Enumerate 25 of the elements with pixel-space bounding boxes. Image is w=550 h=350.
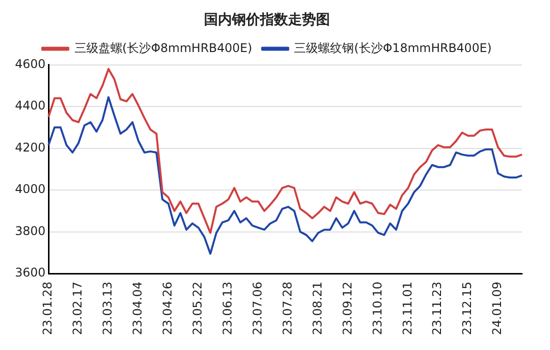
y-tick-label: 4600 [14,56,46,71]
x-tick-label: 23.06.13 [220,282,234,335]
x-tick-label: 23.03.13 [100,282,115,335]
legend-label: 三级盘螺(长沙Φ8mmHRB400E) [74,40,252,55]
x-tick-label: 23.12.15 [460,282,474,335]
y-tick-label: 4000 [14,182,46,196]
x-tick-label: 23.04.26 [160,282,175,335]
x-tick-label: 23.11.23 [430,282,444,335]
x-tick-label: 23.09.12 [340,282,354,335]
x-tick-label: 23.08.21 [310,282,324,335]
chart-title: 国内钢价指数走势图 [204,12,330,28]
x-tick-label: 23.04.04 [130,282,145,335]
x-tick-label: 23.07.06 [250,282,264,335]
y-tick-label: 3800 [14,224,46,238]
x-tick-label: 23.02.17 [70,282,85,335]
x-tick-label: 24.01.09 [490,282,504,335]
y-tick-label: 4200 [14,140,46,154]
x-tick-label: 23.01.28 [40,282,55,335]
y-tick-label: 3600 [14,266,46,280]
legend-label: 三级螺纹钢(长沙Φ18mmHRB400E) [294,40,492,55]
x-tick-label: 23.05.22 [190,282,204,335]
y-tick-label: 4400 [14,98,46,113]
x-tick-label: 23.10.10 [370,282,384,335]
x-tick-label: 23.07.28 [280,282,294,335]
x-tick-label: 23.11.01 [400,282,414,335]
